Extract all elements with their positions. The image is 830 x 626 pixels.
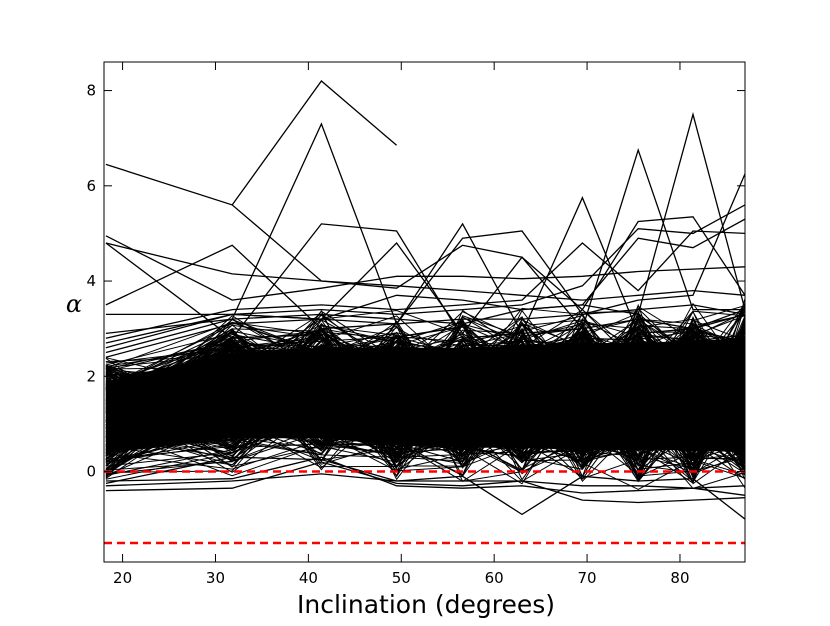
x-tick-label: 30	[206, 569, 225, 587]
y-tick-label: 8	[86, 82, 96, 100]
y-tick-label: 0	[86, 463, 96, 481]
series-line-3	[105, 122, 745, 354]
series-line-10	[105, 173, 745, 358]
plot-frame	[103, 61, 746, 563]
x-tick-label: 70	[578, 569, 597, 587]
series-line-6	[105, 223, 745, 340]
series-line-17	[105, 473, 745, 489]
series-line-14	[105, 456, 745, 520]
x-tick-label: 40	[299, 569, 318, 587]
reference-lines	[104, 470, 745, 545]
series-line-5	[105, 216, 745, 311]
x-tick-label: 50	[392, 569, 411, 587]
y-tick-label: 2	[86, 367, 96, 385]
y-tick-label: 6	[86, 177, 96, 195]
series-line-16	[105, 456, 745, 496]
series-line-13	[105, 218, 745, 320]
y-axis-label: α	[66, 290, 82, 318]
series-layer	[105, 80, 745, 520]
x-tick-label: 20	[113, 569, 132, 587]
tick-layer: 20 30 40 50 60 70 80 0 2 4 6 8	[86, 62, 745, 587]
x-axis-label: Inclination (degrees)	[297, 590, 555, 619]
band-core	[105, 338, 745, 453]
series-line-15	[105, 461, 745, 504]
series-line-7	[105, 196, 745, 335]
y-tick-label: 4	[86, 272, 96, 290]
series-line-1	[231, 80, 398, 206]
x-tick-label: 80	[670, 569, 689, 587]
series-line-11	[105, 204, 745, 349]
series-line-12	[105, 230, 745, 339]
series-line-2	[105, 163, 745, 301]
x-tick-label: 60	[485, 569, 504, 587]
